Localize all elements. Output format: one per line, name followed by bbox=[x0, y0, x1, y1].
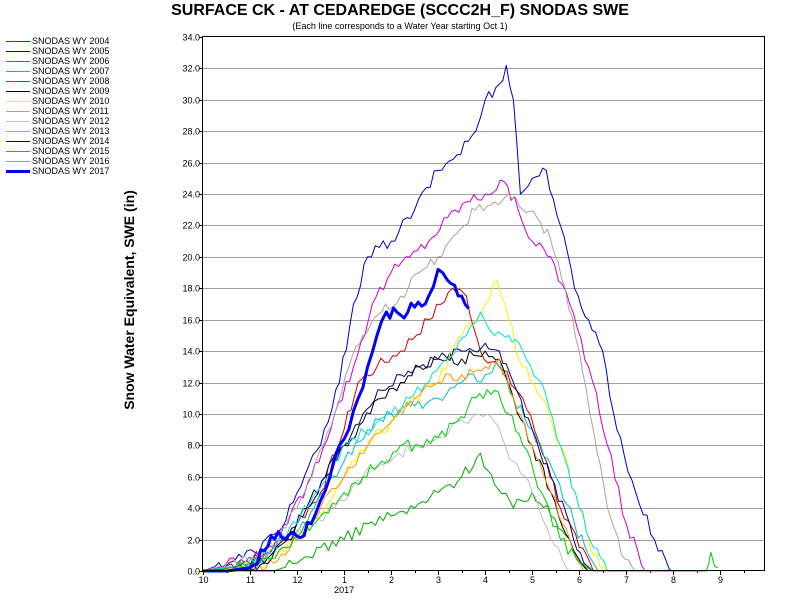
grid-lines bbox=[203, 68, 765, 541]
x-tick-label: 9 bbox=[718, 575, 723, 585]
series-lines bbox=[202, 64, 719, 573]
y-tick-label: 20.0 bbox=[182, 253, 200, 263]
y-tick-label: 10.0 bbox=[182, 410, 200, 420]
legend-label: SNODAS WY 2014 bbox=[32, 136, 110, 146]
x-year-label: 2017 bbox=[334, 585, 354, 595]
legend-swatch bbox=[6, 71, 30, 72]
series-line-snodas-wy-2014 bbox=[202, 342, 594, 572]
y-tick-label: 4.0 bbox=[187, 504, 200, 514]
legend-item: SNODAS WY 2012 bbox=[6, 116, 109, 126]
legend-swatch bbox=[6, 111, 30, 112]
y-tick-label: 18.0 bbox=[182, 284, 200, 294]
legend-item: SNODAS WY 2016 bbox=[6, 156, 109, 166]
series-line-snodas-wy-2007 bbox=[202, 362, 599, 572]
y-tick-label: 28.0 bbox=[182, 127, 200, 137]
x-tick-label: 6 bbox=[577, 575, 582, 585]
y-tick-label: 14.0 bbox=[182, 347, 200, 357]
x-tick-label: 2 bbox=[389, 575, 394, 585]
legend-item: SNODAS WY 2015 bbox=[6, 146, 109, 156]
y-tick-label: 26.0 bbox=[182, 159, 200, 169]
legend-item: SNODAS WY 2011 bbox=[6, 106, 109, 116]
y-tick-label: 6.0 bbox=[187, 473, 200, 483]
legend-item: SNODAS WY 2006 bbox=[6, 56, 109, 66]
legend-item: SNODAS WY 2007 bbox=[6, 66, 109, 76]
y-tick-label: 22.0 bbox=[182, 221, 200, 231]
legend-swatch bbox=[6, 131, 30, 132]
x-tick-label: 7 bbox=[624, 575, 629, 585]
series-line-snodas-wy-2015 bbox=[202, 389, 719, 572]
legend-item: SNODAS WY 2010 bbox=[6, 96, 109, 106]
legend-swatch bbox=[6, 41, 30, 42]
legend-item: SNODAS WY 2014 bbox=[6, 136, 109, 146]
legend-swatch bbox=[6, 51, 30, 52]
legend-item: SNODAS WY 2005 bbox=[6, 46, 109, 56]
y-tick-label: 2.0 bbox=[187, 536, 200, 546]
legend-item: SNODAS WY 2013 bbox=[6, 126, 109, 136]
legend-label: SNODAS WY 2013 bbox=[32, 126, 110, 136]
legend-label: SNODAS WY 2011 bbox=[32, 106, 109, 116]
series-line-snodas-wy-2011 bbox=[202, 193, 637, 572]
legend-label: SNODAS WY 2008 bbox=[32, 76, 110, 86]
y-tick-label: 16.0 bbox=[182, 316, 200, 326]
x-tick-label: 10 bbox=[198, 575, 208, 585]
legend-item: SNODAS WY 2009 bbox=[6, 86, 109, 96]
legend-item: SNODAS WY 2004 bbox=[6, 36, 109, 46]
y-tick-label: 34.0 bbox=[182, 33, 200, 43]
legend-swatch bbox=[6, 151, 30, 152]
legend-label: SNODAS WY 2016 bbox=[32, 156, 110, 166]
series-line-snodas-wy-2008 bbox=[202, 179, 646, 572]
x-tick-label: 12 bbox=[292, 575, 302, 585]
legend-swatch bbox=[6, 81, 30, 82]
x-tick-label: 11 bbox=[246, 575, 255, 585]
legend-swatch bbox=[6, 141, 30, 142]
legend-swatch bbox=[6, 61, 30, 62]
legend-label: SNODAS WY 2004 bbox=[32, 36, 110, 46]
x-tick-label: 4 bbox=[483, 575, 488, 585]
legend-item: SNODAS WY 2008 bbox=[6, 76, 109, 86]
series-line-snodas-wy-2017 bbox=[203, 267, 470, 573]
legend-label: SNODAS WY 2006 bbox=[32, 56, 110, 66]
legend-swatch bbox=[6, 161, 30, 162]
legend-swatch bbox=[6, 170, 30, 173]
series-line-snodas-wy-2012 bbox=[202, 413, 571, 572]
legend-label: SNODAS WY 2010 bbox=[32, 96, 110, 106]
y-tick-label: 32.0 bbox=[182, 64, 200, 74]
legend-swatch bbox=[6, 101, 30, 102]
axis-ticks: 0.0 2.0 4.0 6.0 8.0 10.0 12.0 14.0 16.0 18.0 20.0 2… bbox=[182, 33, 745, 595]
legend-label: SNODAS WY 2007 bbox=[32, 66, 110, 76]
legend-item: SNODAS WY 2017 bbox=[6, 166, 109, 176]
chart-title: SURFACE CK - AT CEDAREDGE (SCCC2H_F) SNO… bbox=[171, 2, 629, 19]
legend-swatch bbox=[6, 91, 30, 92]
series-line-snodas-wy-2016 bbox=[202, 311, 608, 572]
series-line-snodas-wy-2013 bbox=[202, 358, 585, 572]
x-tick-label: 5 bbox=[530, 575, 535, 585]
series-line-snodas-wy-2004 bbox=[202, 287, 594, 572]
legend-label: SNODAS WY 2009 bbox=[32, 86, 110, 96]
x-tick-label: 8 bbox=[671, 575, 676, 585]
legend-label: SNODAS WY 2012 bbox=[32, 116, 110, 126]
legend-label: SNODAS WY 2017 bbox=[32, 166, 110, 176]
y-tick-label: 0.0 bbox=[187, 567, 200, 577]
legend-label: SNODAS WY 2005 bbox=[32, 46, 110, 56]
legend-label: SNODAS WY 2015 bbox=[32, 146, 110, 156]
series-line-snodas-wy-2005 bbox=[202, 64, 674, 572]
chart-subtitle: (Each line corresponds to a Water Year s… bbox=[292, 21, 508, 31]
plot-frame bbox=[202, 36, 765, 571]
legend: SNODAS WY 2004 SNODAS WY 2005 SNODAS WY 20… bbox=[6, 36, 109, 176]
y-tick-label: 24.0 bbox=[182, 190, 200, 200]
x-tick-label: 3 bbox=[436, 575, 441, 585]
y-tick-label: 8.0 bbox=[187, 441, 200, 451]
legend-swatch bbox=[6, 121, 30, 122]
y-tick-label: 12.0 bbox=[182, 379, 200, 389]
x-tick-label: 1 bbox=[342, 575, 347, 585]
y-tick-label: 30.0 bbox=[182, 96, 200, 106]
